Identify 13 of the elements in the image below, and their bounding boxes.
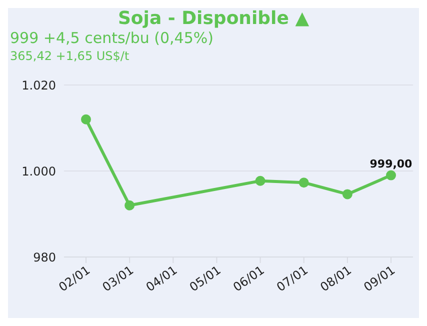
data-label: 999,00 [370, 157, 413, 170]
point [124, 200, 135, 210]
point [255, 176, 266, 186]
chart-subtitle: 999 +4,5 cents/bu (0,45%) [10, 29, 214, 47]
y-tick-label: 980 [33, 250, 56, 264]
y-tick-label: 1.000 [22, 164, 56, 178]
text: 365,42 +1,65 US$/t [10, 49, 130, 63]
point [81, 114, 91, 124]
chart-title: Soja - Disponible ▲ [116, 8, 310, 29]
point [298, 178, 309, 188]
y-tick-label: 1.020 [22, 78, 56, 92]
point [342, 189, 352, 200]
point [386, 170, 396, 180]
